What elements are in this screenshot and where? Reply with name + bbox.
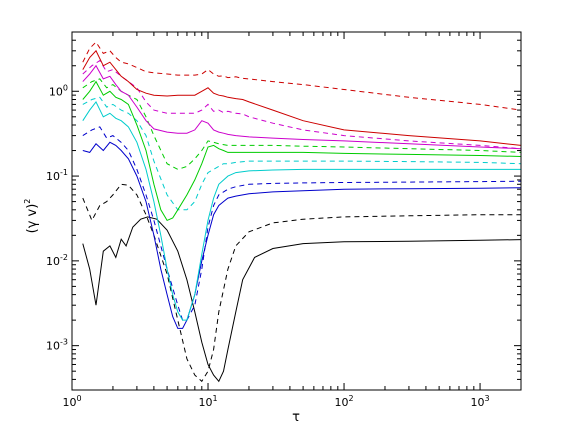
- x-tick-label-exp: 1: [212, 394, 217, 403]
- y-tick-label-exp: -1: [60, 168, 68, 177]
- y-tick-label: 10-1: [46, 168, 68, 183]
- x-tick-label-base: 10: [471, 396, 485, 409]
- y-tick-label-exp: 0: [63, 83, 68, 92]
- x-tick-label-base: 10: [334, 396, 348, 409]
- series-line-7: [82, 80, 521, 222]
- y-tick-label: 10-3: [46, 338, 68, 353]
- x-tick-label-exp: 3: [485, 394, 490, 403]
- y-tick-label: 10-2: [46, 253, 68, 268]
- x-tick-label: 103: [471, 394, 490, 409]
- series-line-10: [82, 59, 521, 150]
- y-axis-label: (γ v)2: [23, 199, 40, 234]
- plot-frame: [71, 31, 522, 391]
- series-line-1: [82, 216, 521, 383]
- x-tick-label: 100: [62, 394, 81, 409]
- series-line-11: [82, 49, 521, 146]
- y-tick-label-base: 10: [46, 255, 60, 268]
- x-axis-label: τ: [292, 410, 300, 425]
- x-tick-label-base: 10: [198, 396, 212, 409]
- series-line-3: [82, 141, 521, 329]
- series-line-9: [82, 64, 521, 150]
- y-tick-label: 100: [49, 83, 68, 98]
- y-tick-label-exp: -2: [60, 253, 68, 262]
- series-line-6: [82, 96, 521, 211]
- y-axis-label-base: (γ v): [25, 204, 40, 234]
- y-tick-label-base: 10: [46, 170, 60, 183]
- y-axis-label-exp: 2: [23, 199, 32, 204]
- y-tick-label-exp: -3: [60, 338, 68, 347]
- tick-layer: [71, 31, 522, 391]
- series-line-2: [82, 183, 521, 383]
- x-tick-label-exp: 2: [348, 394, 353, 403]
- series-line-5: [82, 100, 521, 321]
- series-line-4: [82, 126, 521, 321]
- x-tick-label: 102: [334, 394, 353, 409]
- x-tick-label-exp: 0: [76, 394, 81, 403]
- series-line-8: [82, 78, 521, 170]
- y-tick-label-base: 10: [46, 340, 60, 353]
- x-tick-label: 101: [198, 394, 217, 409]
- x-tick-label-base: 10: [62, 396, 76, 409]
- y-tick-label-base: 10: [49, 85, 63, 98]
- series-layer: [82, 41, 521, 383]
